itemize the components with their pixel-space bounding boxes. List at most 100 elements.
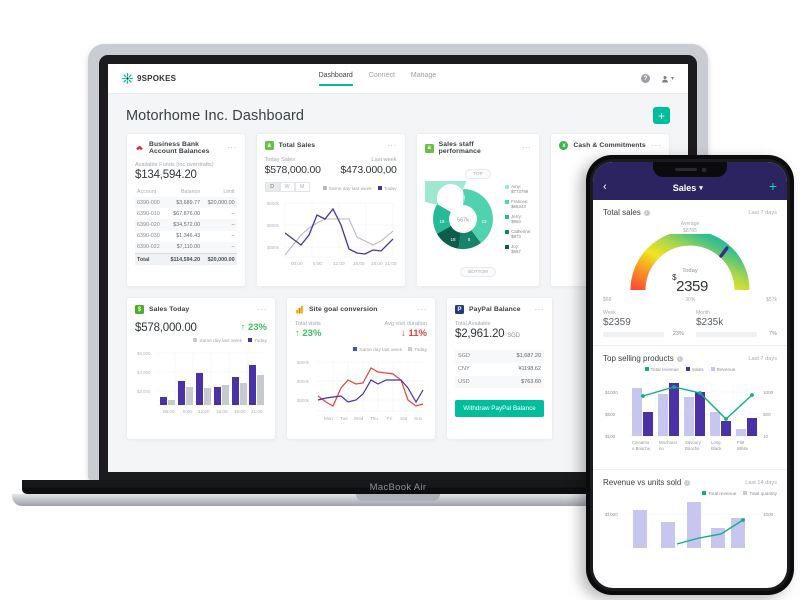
card-period: Last 14 days [745, 479, 777, 486]
card-title: Top selling products [603, 354, 674, 363]
help-icon[interactable]: ? [640, 74, 650, 83]
card-site-goal-conversion[interactable]: Site goal conversion ··· Total visits ↑ … [286, 297, 436, 440]
card-period: Last 7 days [748, 355, 777, 362]
card-menu-icon[interactable]: ··· [417, 304, 427, 314]
period-month[interactable]: M [294, 182, 310, 192]
month-pct: 7% [768, 331, 777, 337]
svg-text:$2,000: $2,000 [137, 389, 151, 394]
chart-legend: Same day last week Today [135, 338, 267, 344]
period-day[interactable]: D [264, 182, 280, 192]
donut-center-value: 567k [457, 218, 469, 224]
card-menu-icon[interactable]: ··· [651, 140, 661, 150]
svg-text:15:00: 15:00 [353, 261, 365, 266]
last-week-value: $473.000,00 [340, 164, 397, 176]
phone-app-header: ‹ Sales ▾ + [593, 162, 787, 200]
today-sales-value: $578,000.00 [264, 164, 321, 176]
add-widget-button[interactable]: + [653, 107, 670, 124]
legend-item: Catherine: $973 [504, 229, 531, 240]
user-account-icon[interactable]: ▾ [661, 75, 674, 83]
chart-legend: Same day last week Today [322, 186, 397, 192]
total-available-value: $2,961.20 SGD [455, 328, 520, 340]
month-progress: 7% [696, 331, 777, 337]
nav-item-manage[interactable]: Manage [410, 71, 437, 79]
card-header: a Sales staff performance ··· [424, 141, 532, 155]
svg-text:Thu: Thu [370, 416, 378, 421]
paypal-app-icon: P [455, 305, 464, 314]
legend-item: Same day last week [322, 186, 372, 192]
phone-card-revenue-vs-units[interactable]: Revenue vs units sold i Last 14 days Tot… [593, 470, 787, 561]
page-title-row: Motorhome Inc. Dashboard + [108, 94, 688, 133]
legend-item: Sales [685, 367, 704, 372]
week-stat: Week $2359 23% [603, 310, 684, 337]
nav-item-dashboard[interactable]: Dashboard [318, 72, 353, 86]
svg-text:21:00: 21:00 [385, 261, 397, 266]
svg-text:18: 18 [450, 237, 456, 242]
svg-text:660: 660 [457, 195, 465, 200]
svg-text:12:00: 12:00 [198, 409, 210, 414]
info-icon[interactable]: i [676, 355, 683, 362]
card-menu-icon[interactable]: ··· [521, 143, 532, 152]
legend-item: Total quantity [743, 491, 777, 496]
progress-track [696, 331, 757, 337]
nav-item-connect[interactable]: Connect [368, 71, 395, 79]
legend-item: Total revenue [702, 491, 736, 496]
info-icon[interactable]: i [684, 479, 691, 486]
gauge-range: $68 - 30% $57k [603, 297, 777, 303]
card-menu-icon[interactable]: ··· [534, 304, 544, 314]
phone-title[interactable]: Sales ▾ [672, 183, 703, 193]
card-title: Total Sales [278, 142, 316, 149]
card-sales-today[interactable]: $ Sales Today ··· $578,000.00 ↑ 23% Same… [126, 297, 276, 440]
card-paypal-balance[interactable]: P PayPal Balance ··· Total Available $2,… [446, 297, 553, 440]
bottom-label: BOTTOM [460, 266, 496, 277]
table-row: 6390-000 $3,689.77 $20,000.00 [135, 197, 237, 209]
card-total-sales[interactable]: a Total Sales ··· Today Sales $578,000.0… [255, 133, 406, 287]
week-value: $2359 [603, 317, 631, 328]
svg-text:Sun: Sun [414, 416, 423, 421]
period-toggle[interactable]: D W M [264, 182, 310, 192]
card-business-bank-account-balances[interactable]: Business Bank Account Balances ··· Avail… [126, 133, 246, 287]
svg-text:Savoury: Savoury [685, 440, 702, 445]
svg-text:6:00: 6:00 [313, 261, 322, 266]
table-row: USD $763.60 [455, 375, 544, 389]
card-menu-icon[interactable]: ··· [257, 304, 267, 314]
svg-text:$500: $500 [605, 412, 616, 417]
back-chevron-left-icon[interactable]: ‹ [603, 181, 607, 193]
speaker-icon [674, 168, 697, 171]
info-icon[interactable]: i [643, 209, 650, 216]
legend-item: Today [408, 347, 427, 353]
brand-logo[interactable]: 9SPOKES [122, 73, 176, 84]
phone-card-top-selling-products[interactable]: Top selling products i Last 7 days Total… [593, 346, 787, 470]
front-camera-icon [701, 167, 706, 172]
phone-add-button[interactable]: + [768, 178, 777, 194]
top-selling-products-chart: $1000 $500 $100 1000 500 10 [605, 380, 774, 451]
legend-item: Same day last week [193, 338, 242, 344]
card-menu-icon[interactable]: ··· [227, 143, 237, 152]
svg-text:06:00: 06:00 [163, 409, 175, 414]
dashboard-grid-row-2: $ Sales Today ··· $578,000.00 ↑ 23% Same… [108, 297, 688, 440]
card-header: Top selling products i Last 7 days [603, 354, 777, 363]
amazon-app-icon: a [264, 141, 274, 150]
chart-legend: Total revenue Sales Revenue [603, 367, 777, 372]
average-value: $8765 [683, 227, 697, 234]
top-label: TOP [465, 168, 491, 179]
svg-text:Brioche: Brioche [685, 446, 700, 451]
kpi-row: Today Sales $578,000.00 Last week $473.0… [265, 157, 397, 176]
card-header: $ Sales Today ··· [135, 305, 267, 314]
week-pct: 23% [672, 331, 684, 337]
avg-duration-delta: ↓ 11% [401, 328, 427, 339]
svg-text:16: 16 [439, 219, 445, 224]
card-sales-staff-performance[interactable]: a Sales staff performance ··· TOP [415, 133, 541, 287]
svg-text:15:00: 15:00 [216, 409, 228, 414]
card-title: PayPal Balance [469, 306, 521, 313]
period-week[interactable]: W [279, 182, 295, 192]
phone-card-total-sales[interactable]: Total sales i Last 7 days Average $8765 [593, 200, 787, 346]
week-progress: 23% [603, 331, 684, 337]
svg-text:$100: $100 [605, 434, 616, 439]
withdraw-paypal-balance-button[interactable]: Withdraw PayPal Balance [455, 400, 544, 418]
currency-code: SGD [507, 333, 520, 339]
svg-text:10: 10 [763, 434, 769, 439]
table-row: 6390-030 $1,346.43– [137, 233, 235, 240]
card-menu-icon[interactable]: ··· [387, 140, 397, 150]
staff-donut-chart: 567k 660 23 8 18 16 [424, 181, 493, 250]
card-title: Sales staff performance [438, 141, 481, 155]
